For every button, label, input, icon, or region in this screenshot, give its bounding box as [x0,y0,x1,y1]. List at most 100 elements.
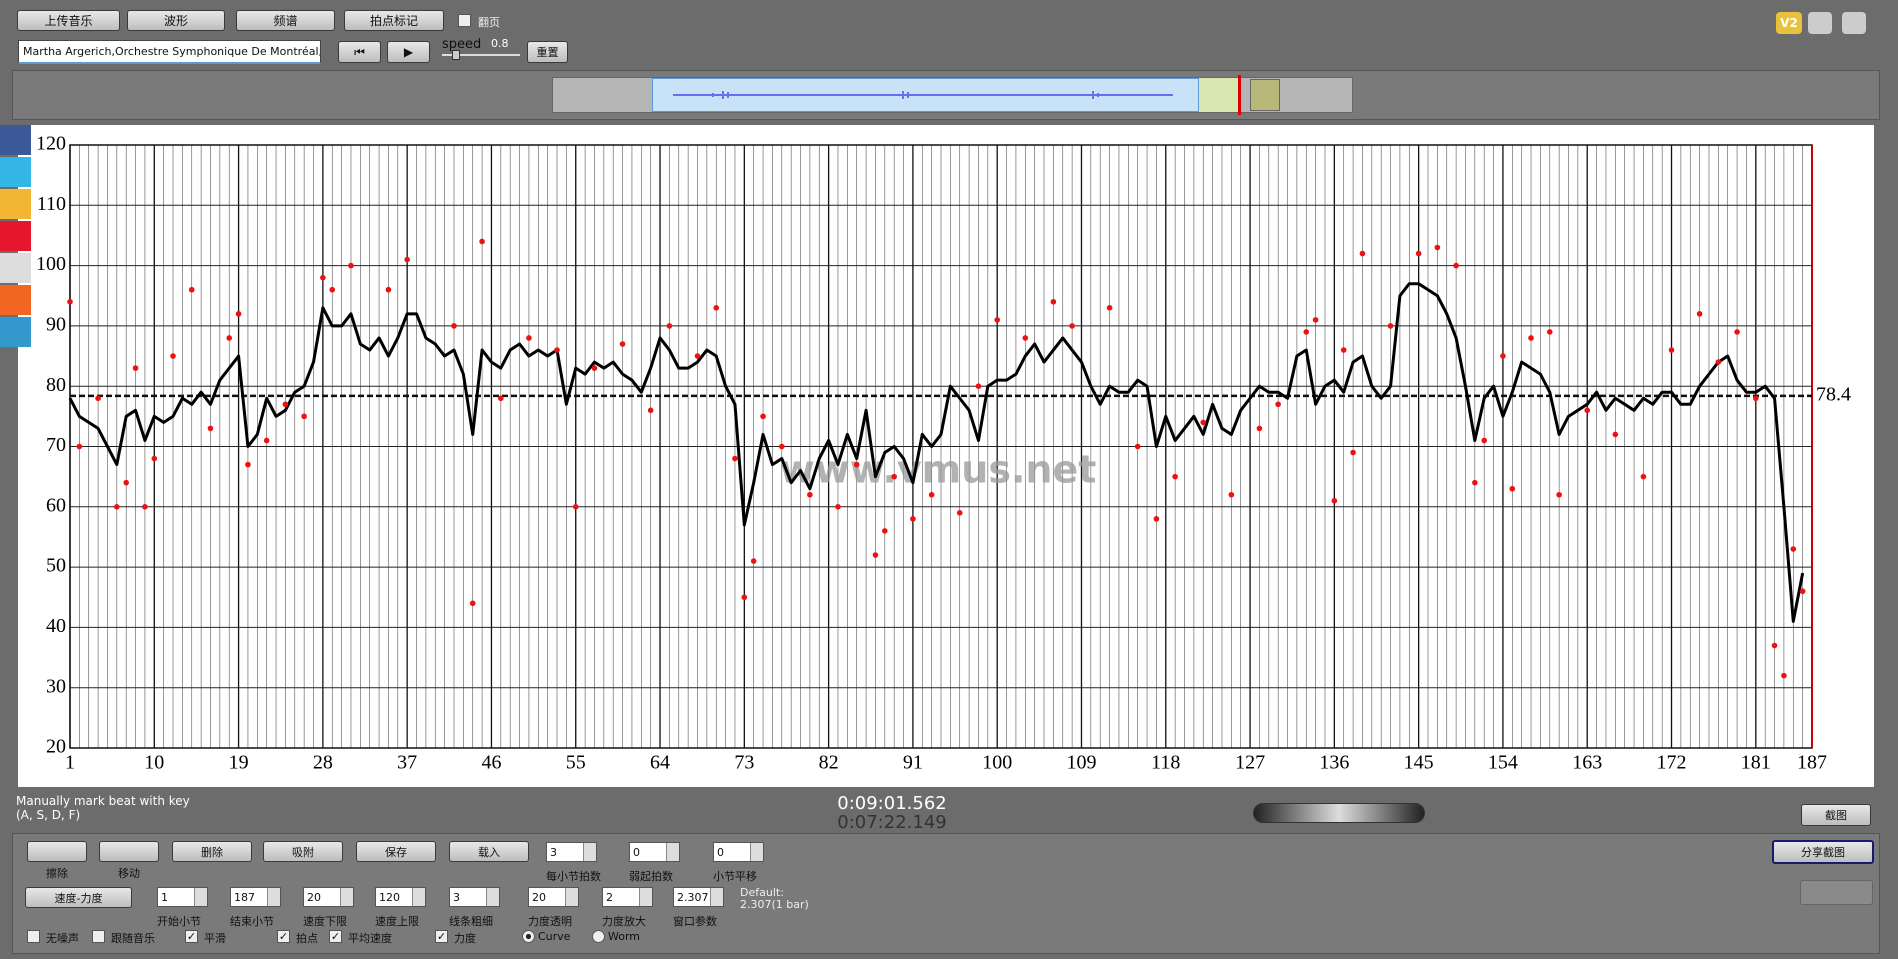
option-checkbox[interactable]: ✓ [329,930,342,943]
beat-point [1312,317,1319,323]
beat-point [1612,431,1619,438]
beat-point [1528,335,1534,341]
x-tick-label: 118 [1151,752,1180,774]
beat-point [1640,473,1647,480]
share-more[interactable] [0,285,31,315]
beat-point [1434,244,1441,251]
beat-point [142,504,148,510]
mode-button[interactable]: 速度-力度 [25,887,132,908]
beat-point [1134,443,1141,450]
option-checkbox[interactable] [92,930,105,943]
beat-point [1275,401,1281,408]
spinner-label: 力度放大 [602,915,646,928]
y-tick-label: 30 [46,675,66,697]
prev-button[interactable]: ⏮ [338,41,381,63]
fullscreen-icon[interactable] [1842,12,1866,34]
beat-point [1050,298,1057,305]
waveform-view [652,78,1199,112]
beat-point [750,558,757,564]
action-button[interactable]: 吸附 [263,841,343,862]
spinner-label: 速度下限 [303,915,347,928]
spinner-arrows[interactable] [340,888,353,906]
option-checkbox[interactable] [27,930,40,943]
mail[interactable] [0,253,31,283]
disabled-button[interactable] [1800,880,1873,905]
x-tick-label: 127 [1235,752,1265,774]
beat-point [282,401,289,408]
beat-point [469,600,476,607]
option-checkbox[interactable]: ✓ [435,930,448,943]
x-tick-label: 100 [982,752,1012,774]
option-label: 无噪声 [46,932,79,945]
spinner-label: 线条粗细 [449,915,493,928]
beat-point [713,305,720,311]
x-tick-label: 64 [650,752,670,774]
y-tick-label: 120 [36,133,66,155]
y-tick-label: 50 [46,555,66,577]
tool-label: 擦除 [46,867,68,880]
spinner-arrows[interactable] [194,888,207,906]
facebook[interactable] [0,125,31,155]
tool-button[interactable] [99,841,159,862]
page-checkbox[interactable] [458,14,471,27]
logo[interactable]: V2 [1776,12,1802,34]
action-button[interactable]: 载入 [449,841,529,862]
spinner-arrows[interactable] [565,888,578,906]
x-tick-label: 73 [734,752,754,774]
beat-point [910,516,916,522]
spinner-arrows[interactable] [267,888,280,906]
beat-point [694,353,701,359]
spinner-label: 结束小节 [230,915,274,928]
toolbar-button[interactable]: 波形 [127,10,225,31]
beat-point [1359,250,1366,257]
radio[interactable] [592,930,605,943]
spinner-arrows[interactable] [750,843,763,861]
speed-thumb[interactable] [452,50,460,60]
beat-point [1387,323,1394,329]
x-tick-label: 55 [566,752,586,774]
spinner-arrows[interactable] [583,843,596,861]
spinner-arrows[interactable] [666,843,679,861]
beat-point [1153,516,1160,522]
x-tick-label: 37 [397,752,417,774]
wave-slider[interactable] [1253,803,1425,823]
spinner-arrows[interactable] [486,888,499,906]
tool-button[interactable] [27,841,87,862]
help[interactable] [0,317,31,347]
screenshot-button[interactable]: 截图 [1801,804,1871,826]
x-tick-label: 187 [1797,752,1827,774]
spinner-arrows[interactable] [639,888,652,906]
speed-track[interactable] [442,54,520,56]
share-button[interactable]: 分享截图 [1772,840,1874,864]
beat-point [1668,347,1675,353]
radio[interactable] [522,930,535,943]
twitter[interactable] [0,157,31,187]
option-checkbox[interactable]: ✓ [277,930,290,943]
weibo[interactable] [0,221,31,251]
beat-point [1331,497,1338,504]
beat-point [114,504,120,510]
track-input[interactable]: Martha Argerich,Orchestre Symphonique De… [18,40,321,64]
default-label: Default: [740,886,784,899]
play-button[interactable]: ▶ [387,41,430,63]
wave [673,91,1173,99]
action-button[interactable]: 删除 [172,841,252,862]
beat-point [207,425,214,432]
beat-point [1228,491,1235,498]
option-checkbox[interactable]: ✓ [185,930,198,943]
favorite[interactable] [0,189,31,219]
speed-label: speed [442,37,482,52]
spinner-label: 速度上限 [375,915,419,928]
toolbar-button[interactable]: 拍点标记 [344,10,444,31]
toolbar-button[interactable]: 频谱 [236,10,335,31]
chart-panel: 20 30 40 50 60 70 80 90 100 110 120 1 10 19 28 37 46 55 64… [18,125,1874,787]
reset-button[interactable]: 重置 [527,41,568,63]
home-icon[interactable] [1808,12,1832,34]
spinner-arrows[interactable] [412,888,425,906]
action-button[interactable]: 保存 [356,841,436,862]
toolbar-button[interactable]: 上传音乐 [17,10,120,31]
option-label: 平滑 [204,932,226,945]
beat-point [301,413,307,420]
spinner-arrows[interactable] [710,888,723,906]
